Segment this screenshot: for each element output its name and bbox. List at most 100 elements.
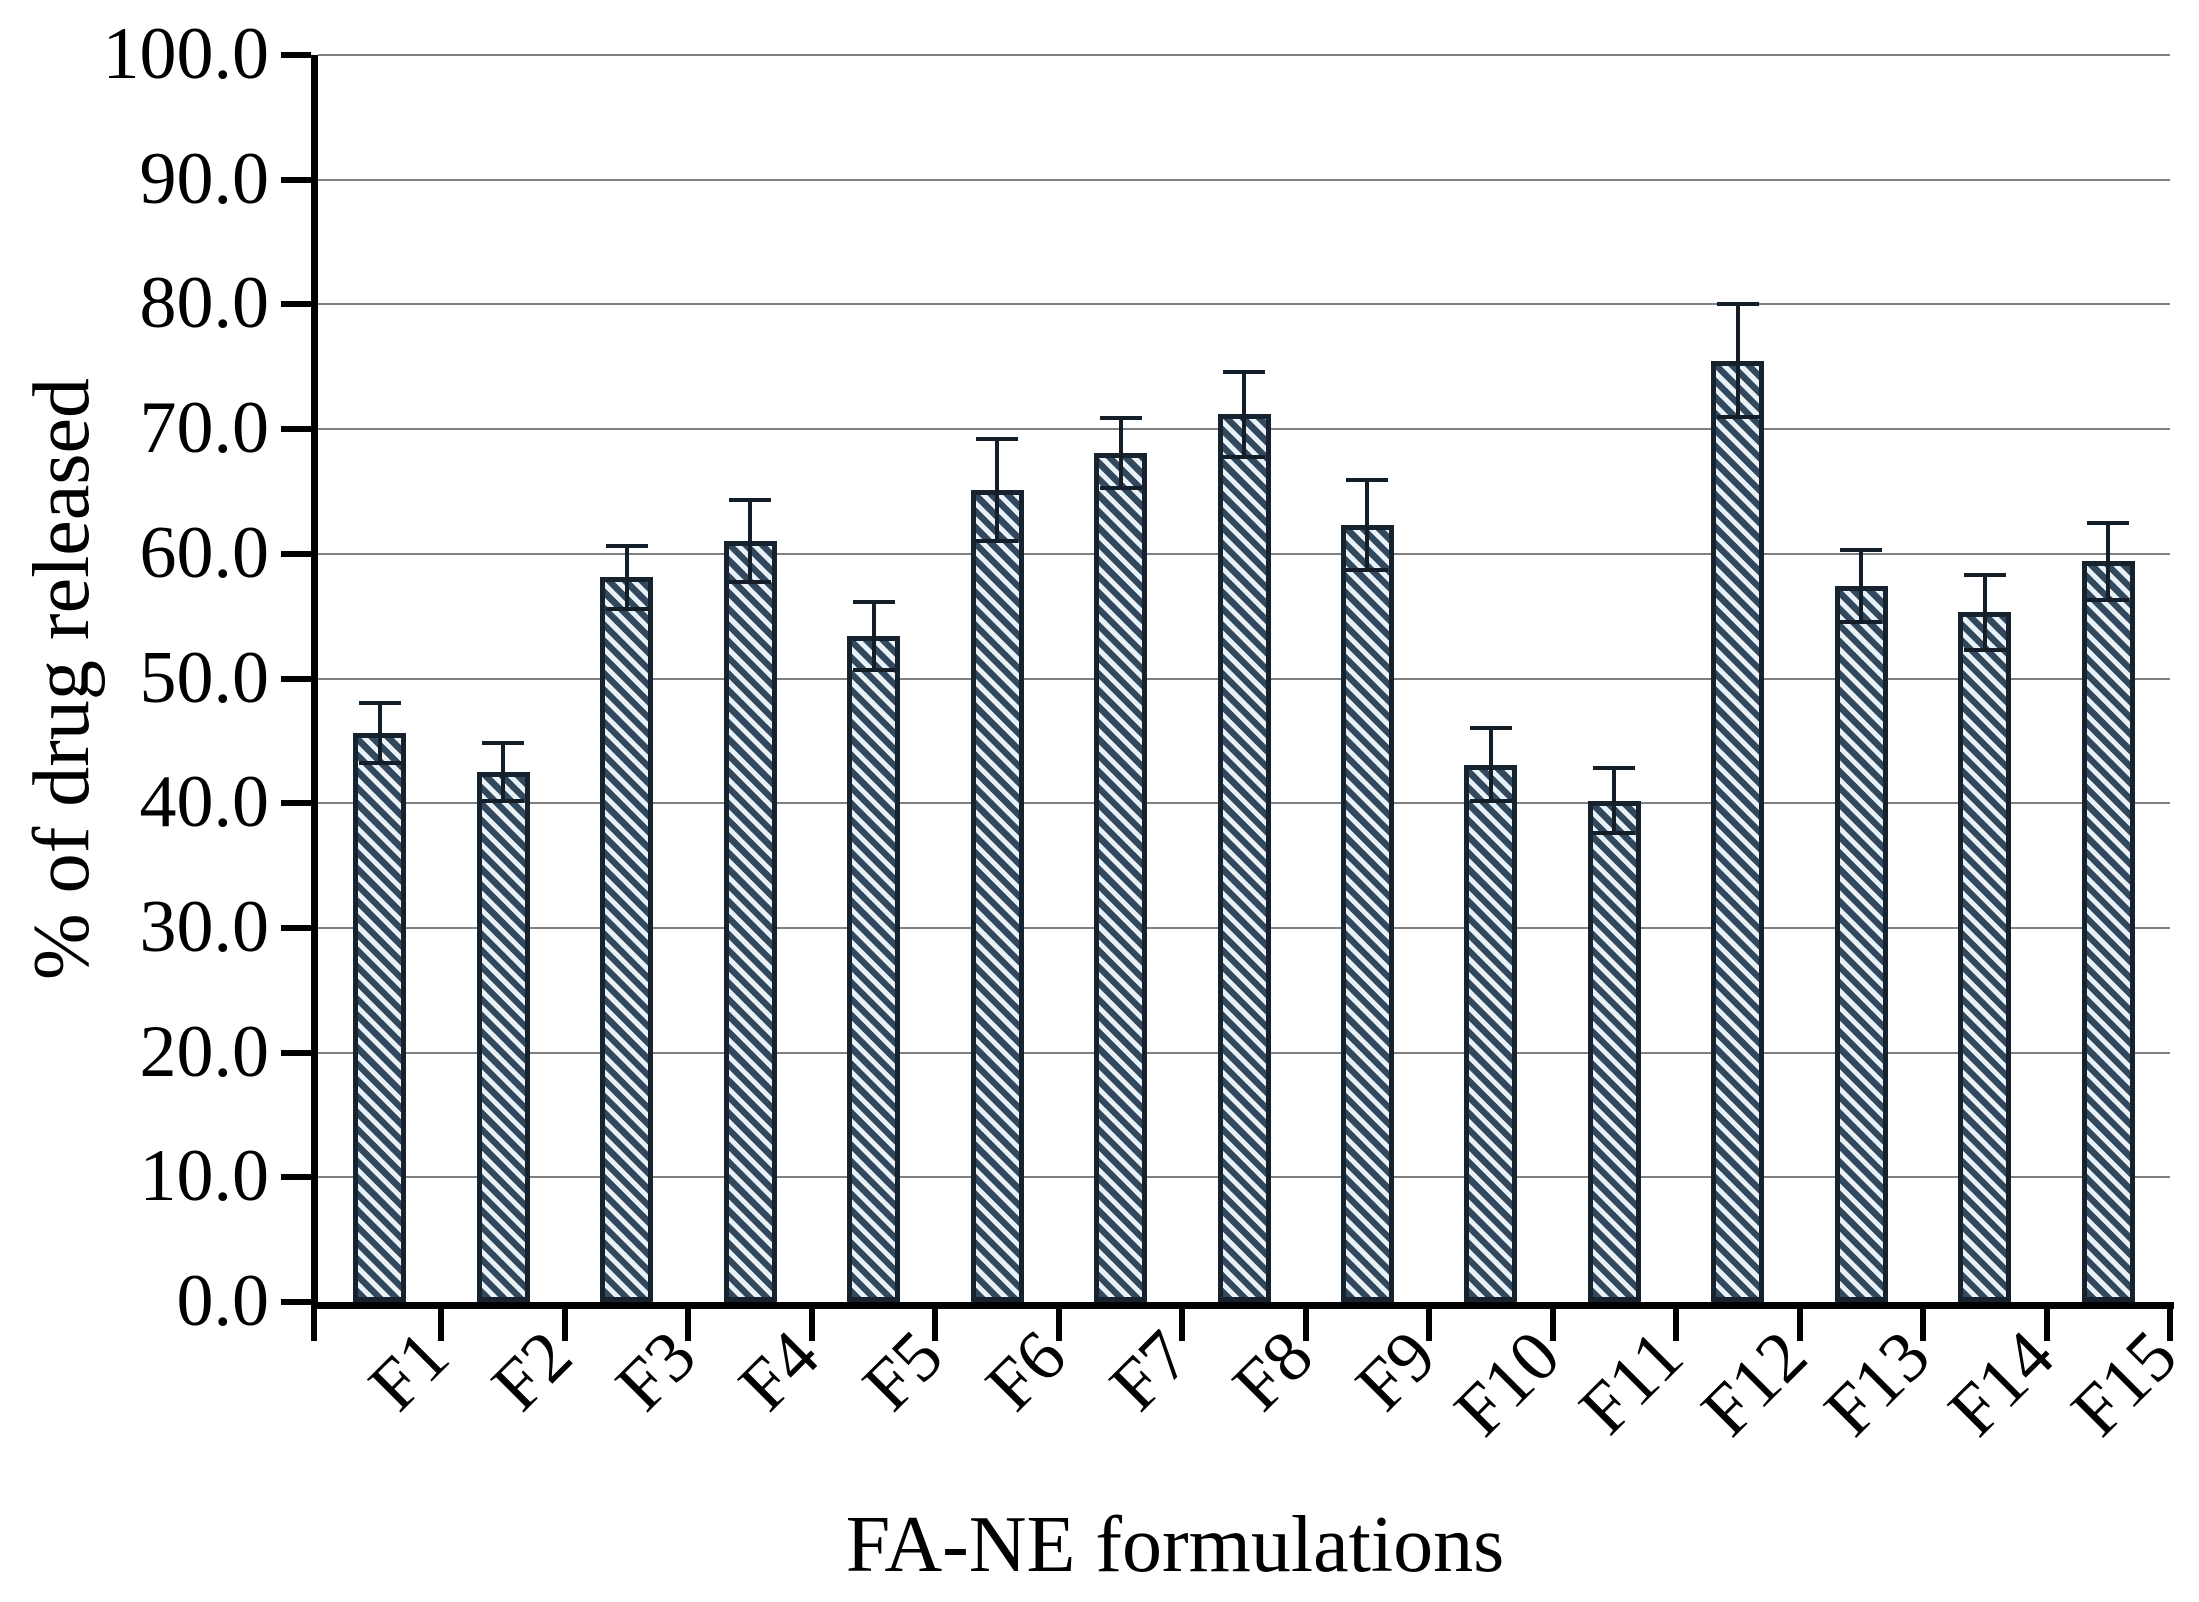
error-bar-cap-bottom <box>1469 798 1512 803</box>
bar-F15 <box>2081 561 2135 1302</box>
y-axis-tick <box>281 1049 311 1056</box>
error-bar-cap-top <box>1099 415 1142 420</box>
error-bar-stem <box>1735 304 1740 417</box>
y-axis-tick <box>281 924 311 931</box>
bar-F7 <box>1094 452 1148 1302</box>
bar-F12 <box>1711 360 1765 1302</box>
error-bar-cap-bottom <box>852 667 895 672</box>
y-tick-label: 10.0 <box>139 1135 270 1218</box>
x-axis-tick <box>2043 1309 2050 1341</box>
horizontal-gridline <box>318 54 2170 56</box>
x-axis-tick <box>561 1309 568 1341</box>
bar-F6 <box>970 490 1024 1302</box>
error-bar-stem <box>1365 480 1370 570</box>
error-bar-cap-top <box>1716 302 1759 307</box>
error-bar-cap-bottom <box>482 798 525 803</box>
error-bar-cap-bottom <box>1223 454 1265 459</box>
error-bar-cap-top <box>852 600 895 605</box>
error-bar-cap-bottom <box>605 606 648 611</box>
x-axis-line <box>311 1302 2174 1309</box>
error-bar-stem <box>2106 522 2111 600</box>
x-axis-tick <box>808 1309 815 1341</box>
error-bar-cap-bottom <box>1099 485 1142 490</box>
error-bar-stem <box>501 743 506 801</box>
x-axis-tick <box>932 1309 939 1341</box>
x-axis-tick <box>1302 1309 1309 1341</box>
bar-F2 <box>476 772 530 1302</box>
y-tick-label: 100.0 <box>102 13 270 95</box>
error-bar-cap-top <box>729 498 772 503</box>
error-bar-cap-top <box>482 741 525 746</box>
y-axis-tick <box>281 1174 311 1181</box>
horizontal-gridline <box>318 178 2170 181</box>
error-bar-cap-bottom <box>1716 414 1759 419</box>
bar-F13 <box>1834 586 1888 1302</box>
y-tick-label: 60.0 <box>139 511 270 594</box>
error-bar-cap-top <box>1469 726 1512 731</box>
bar-F9 <box>1340 525 1394 1302</box>
y-axis-title: % of drug released <box>18 377 106 980</box>
y-axis-tick <box>281 1299 311 1305</box>
error-bar-cap-bottom <box>1963 647 2006 652</box>
y-tick-label: 70.0 <box>139 387 270 470</box>
x-axis-tick <box>685 1309 692 1341</box>
y-axis-tick <box>281 176 311 183</box>
error-bar-cap-bottom <box>729 580 772 585</box>
error-bar-stem <box>624 546 629 609</box>
error-bar-cap-top <box>1593 766 1636 771</box>
error-bar-stem <box>748 500 753 583</box>
error-bar-cap-bottom <box>1593 831 1636 836</box>
error-bar-cap-top <box>358 701 401 706</box>
y-axis-tick <box>281 800 311 807</box>
y-tick-label: 20.0 <box>139 1010 270 1093</box>
error-bar-cap-top <box>1840 548 1883 553</box>
x-axis-tick <box>1549 1309 1556 1341</box>
bar-F3 <box>600 577 654 1302</box>
x-axis-title: FA-NE formulations <box>845 1501 1505 1589</box>
bar-F4 <box>723 541 777 1302</box>
x-axis-tick <box>1179 1309 1186 1341</box>
bar-F8 <box>1217 414 1271 1302</box>
error-bar-stem <box>1118 417 1123 488</box>
error-bar-cap-top <box>605 544 648 549</box>
x-axis-tick <box>311 1309 317 1341</box>
error-bar-stem <box>995 439 1000 542</box>
x-axis-tick <box>1055 1309 1062 1341</box>
x-axis-tick <box>1426 1309 1433 1341</box>
y-tick-label: 50.0 <box>139 636 270 719</box>
error-bar-stem <box>1488 728 1493 801</box>
error-bar-stem <box>1982 574 1987 650</box>
error-bar-cap-top <box>2087 520 2130 525</box>
y-axis-tick <box>281 675 311 682</box>
error-bar-cap-top <box>1963 572 2006 577</box>
y-tick-label: 80.0 <box>139 262 270 345</box>
x-axis-tick <box>2167 1309 2173 1341</box>
y-tick-label: 0.0 <box>176 1260 270 1342</box>
y-tick-label: 30.0 <box>139 885 270 968</box>
error-bar-cap-bottom <box>1346 568 1389 572</box>
error-bar-stem <box>871 602 876 670</box>
error-bar-cap-top <box>1346 478 1389 483</box>
error-bar-stem <box>1859 550 1864 623</box>
y-tick-label: 90.0 <box>139 137 270 220</box>
bar-F5 <box>847 636 901 1302</box>
error-bar-cap-bottom <box>1840 620 1883 625</box>
error-bar-cap-bottom <box>2087 597 2130 602</box>
error-bar-cap-top <box>1223 369 1265 374</box>
x-axis-tick <box>1920 1309 1927 1341</box>
x-axis-tick <box>438 1309 445 1341</box>
bar-F14 <box>1958 612 2012 1302</box>
bar-F1 <box>353 733 407 1302</box>
error-bar-stem <box>377 703 382 764</box>
y-axis-tick <box>281 52 311 58</box>
error-bar-stem <box>1242 371 1246 457</box>
error-bar-cap-bottom <box>976 539 1019 544</box>
x-axis-tick <box>1796 1309 1803 1341</box>
horizontal-gridline <box>318 303 2170 306</box>
x-axis-tick <box>1673 1309 1680 1341</box>
error-bar-stem <box>1612 768 1617 834</box>
y-axis-tick <box>281 426 311 433</box>
y-axis-tick <box>281 550 311 557</box>
y-tick-label: 40.0 <box>139 761 270 844</box>
